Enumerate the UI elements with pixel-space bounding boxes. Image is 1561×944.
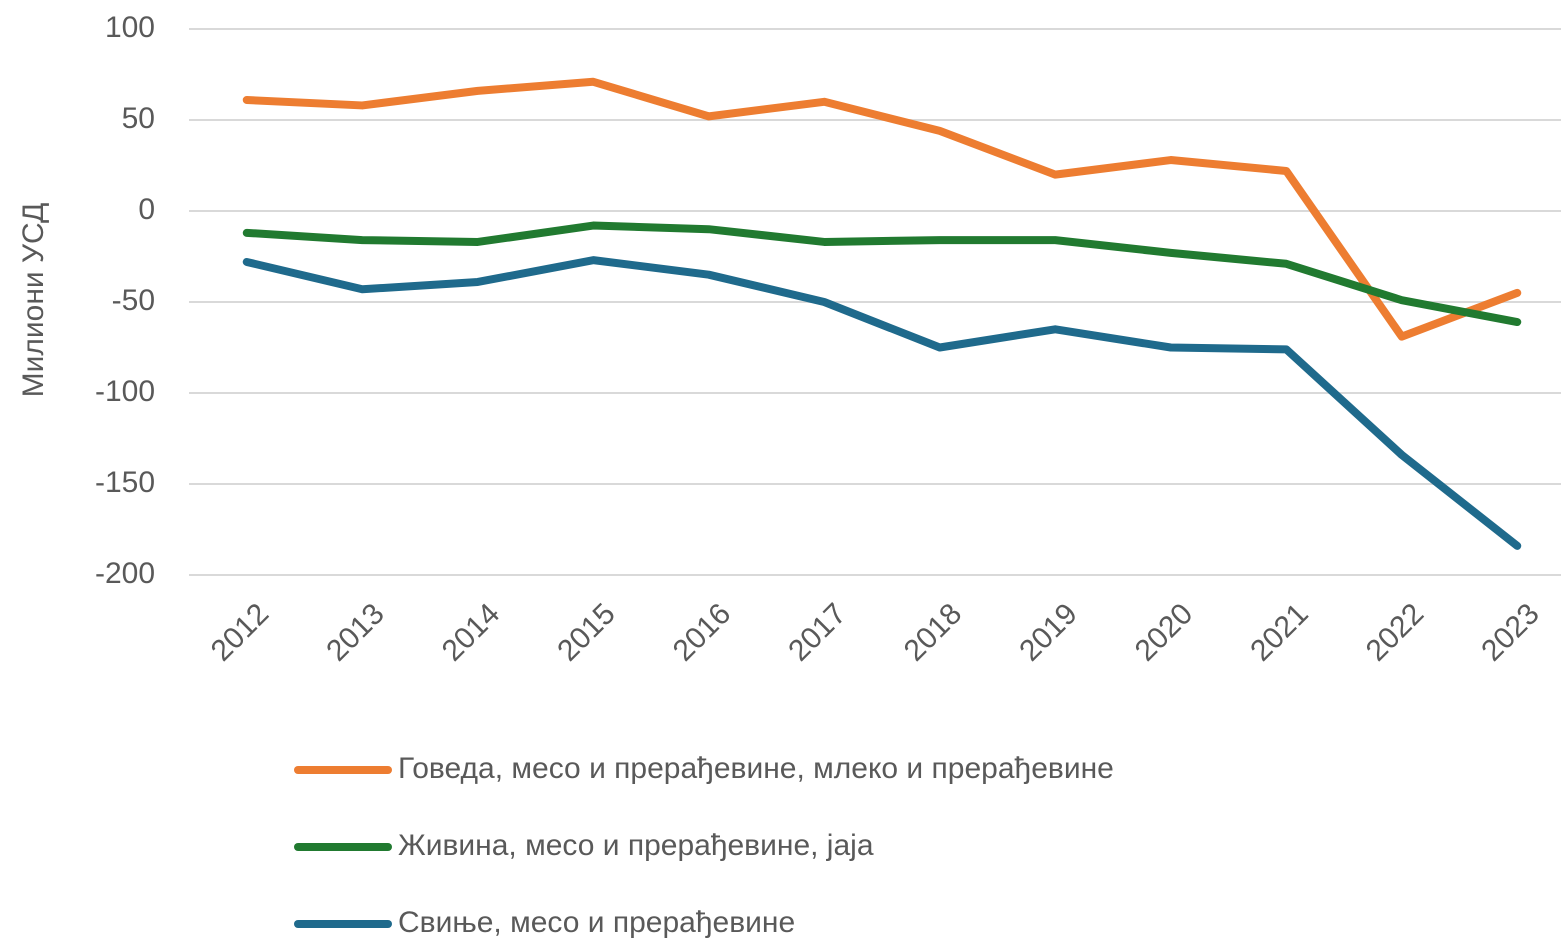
y-tick-label: -100 bbox=[95, 375, 155, 408]
line-series bbox=[242, 256, 1522, 550]
x-tick-label: 2018 bbox=[898, 597, 969, 668]
x-tick-label: 2021 bbox=[1244, 597, 1315, 668]
y-axis-label: Милиони УСД bbox=[17, 203, 50, 398]
legend-label: Говеда, месо и прерађевине, млеко и прер… bbox=[398, 752, 1114, 785]
x-tick-label: 2022 bbox=[1360, 597, 1431, 668]
line-series bbox=[242, 221, 1522, 327]
y-tick-label: -200 bbox=[95, 557, 155, 590]
y-tick-label: 50 bbox=[122, 102, 155, 135]
legend-label: Живина, месо и прерађевине, јаја bbox=[398, 829, 874, 862]
y-tick-label: 0 bbox=[138, 193, 155, 226]
x-tick-label: 2019 bbox=[1013, 597, 1084, 668]
x-tick-label: 2017 bbox=[782, 597, 853, 668]
x-tick-label: 2016 bbox=[667, 597, 738, 668]
y-tick-label: -150 bbox=[95, 466, 155, 499]
line-series bbox=[242, 77, 1522, 341]
y-tick-label: 100 bbox=[105, 11, 155, 44]
x-tick-label: 2013 bbox=[320, 597, 391, 668]
x-tick-label: 2020 bbox=[1129, 597, 1200, 668]
y-tick-label: -50 bbox=[112, 284, 155, 317]
x-tick-label: 2014 bbox=[436, 597, 507, 668]
x-tick-label: 2012 bbox=[205, 597, 276, 668]
x-tick-label: 2015 bbox=[551, 597, 622, 668]
x-tick-label: 2023 bbox=[1475, 597, 1546, 668]
legend-label: Свиње, месо и прерађевине bbox=[398, 906, 795, 939]
